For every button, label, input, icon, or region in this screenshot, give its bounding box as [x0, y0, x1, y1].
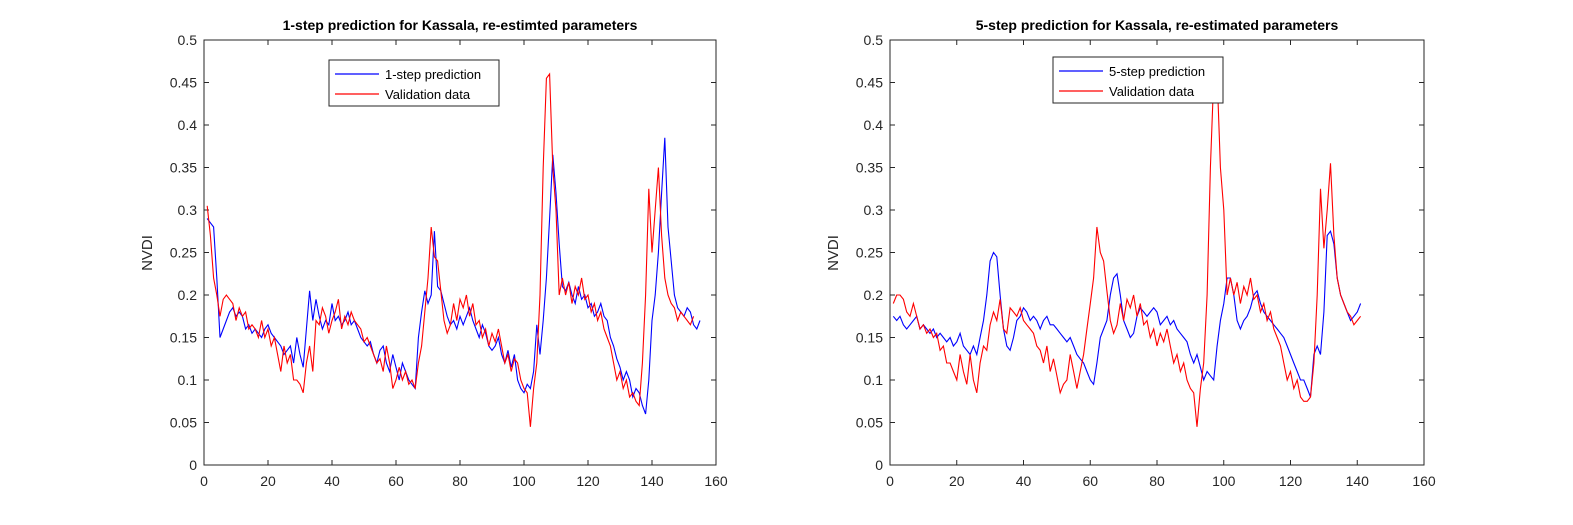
x-tick-label: 80: [1149, 473, 1165, 489]
plot-area: [889, 39, 1425, 466]
y-tick-label: 0.25: [170, 245, 197, 261]
x-tick-label: 140: [640, 473, 664, 489]
x-tick-label: 60: [388, 473, 404, 489]
series-line-validation: [206, 72, 695, 427]
x-tick-label: 120: [576, 473, 600, 489]
y-tick-label: 0.05: [856, 415, 883, 431]
x-tick-label: 160: [1412, 473, 1436, 489]
y-tick-label: 0.25: [856, 245, 883, 261]
x-tick-label: 20: [949, 473, 965, 489]
x-tick-label: 120: [1279, 473, 1303, 489]
y-tick-label: 0.1: [178, 372, 198, 388]
y-axis-label: NVDI: [139, 235, 156, 271]
legend-label: Validation data: [385, 87, 471, 102]
plot-area: [203, 39, 717, 466]
x-tick-label: 80: [452, 473, 468, 489]
y-tick-label: 0.35: [170, 160, 197, 176]
chart-title: 5-step prediction for Kassala, re-estima…: [976, 17, 1339, 33]
y-tick-label: 0.3: [178, 202, 198, 218]
y-tick-label: 0.5: [864, 32, 884, 48]
legend-box: [1052, 56, 1224, 104]
y-tick-label: 0.05: [170, 415, 197, 431]
legend-box: [328, 59, 500, 107]
y-tick-label: 0.4: [178, 117, 198, 133]
x-tick-label: 0: [200, 473, 208, 489]
y-tick-label: 0.2: [864, 287, 884, 303]
legend-label: 5-step prediction: [1109, 64, 1205, 79]
x-tick-label: 0: [886, 473, 894, 489]
series-line-prediction: [206, 137, 701, 415]
right-chart: 5-step prediction for Kassala, re-estima…: [825, 17, 1436, 489]
x-tick-label: 160: [704, 473, 728, 489]
y-tick-label: 0.1: [864, 372, 884, 388]
y-tick-label: 0.4: [864, 117, 884, 133]
y-tick-label: 0.2: [178, 287, 198, 303]
series-line-validation: [892, 72, 1362, 427]
x-tick-label: 60: [1082, 473, 1098, 489]
x-tick-label: 100: [512, 473, 536, 489]
legend: 5-step prediction Validation data: [1052, 56, 1224, 104]
y-tick-label: 0.3: [864, 202, 884, 218]
series-line-prediction: [892, 229, 1362, 398]
y-tick-label: 0.15: [170, 330, 197, 346]
y-tick-label: 0.45: [856, 75, 883, 91]
x-tick-label: 20: [260, 473, 276, 489]
x-tick-label: 40: [1016, 473, 1032, 489]
y-tick-label: 0: [875, 457, 883, 473]
y-tick-label: 0.45: [170, 75, 197, 91]
y-tick-label: 0.5: [178, 32, 198, 48]
legend-label: Validation data: [1109, 84, 1195, 99]
x-tick-label: 100: [1212, 473, 1236, 489]
x-tick-label: 40: [324, 473, 340, 489]
y-tick-label: 0.35: [856, 160, 883, 176]
x-tick-label: 140: [1346, 473, 1370, 489]
chart-title: 1-step prediction for Kassala, re-estimt…: [283, 17, 638, 33]
y-tick-label: 0: [189, 457, 197, 473]
legend-label: 1-step prediction: [385, 67, 481, 82]
legend: 1-step prediction Validation data: [328, 59, 500, 107]
y-tick-label: 0.15: [856, 330, 883, 346]
left-chart: 1-step prediction for Kassala, re-estimt…: [139, 17, 728, 489]
y-axis-label: NVDI: [825, 235, 842, 271]
